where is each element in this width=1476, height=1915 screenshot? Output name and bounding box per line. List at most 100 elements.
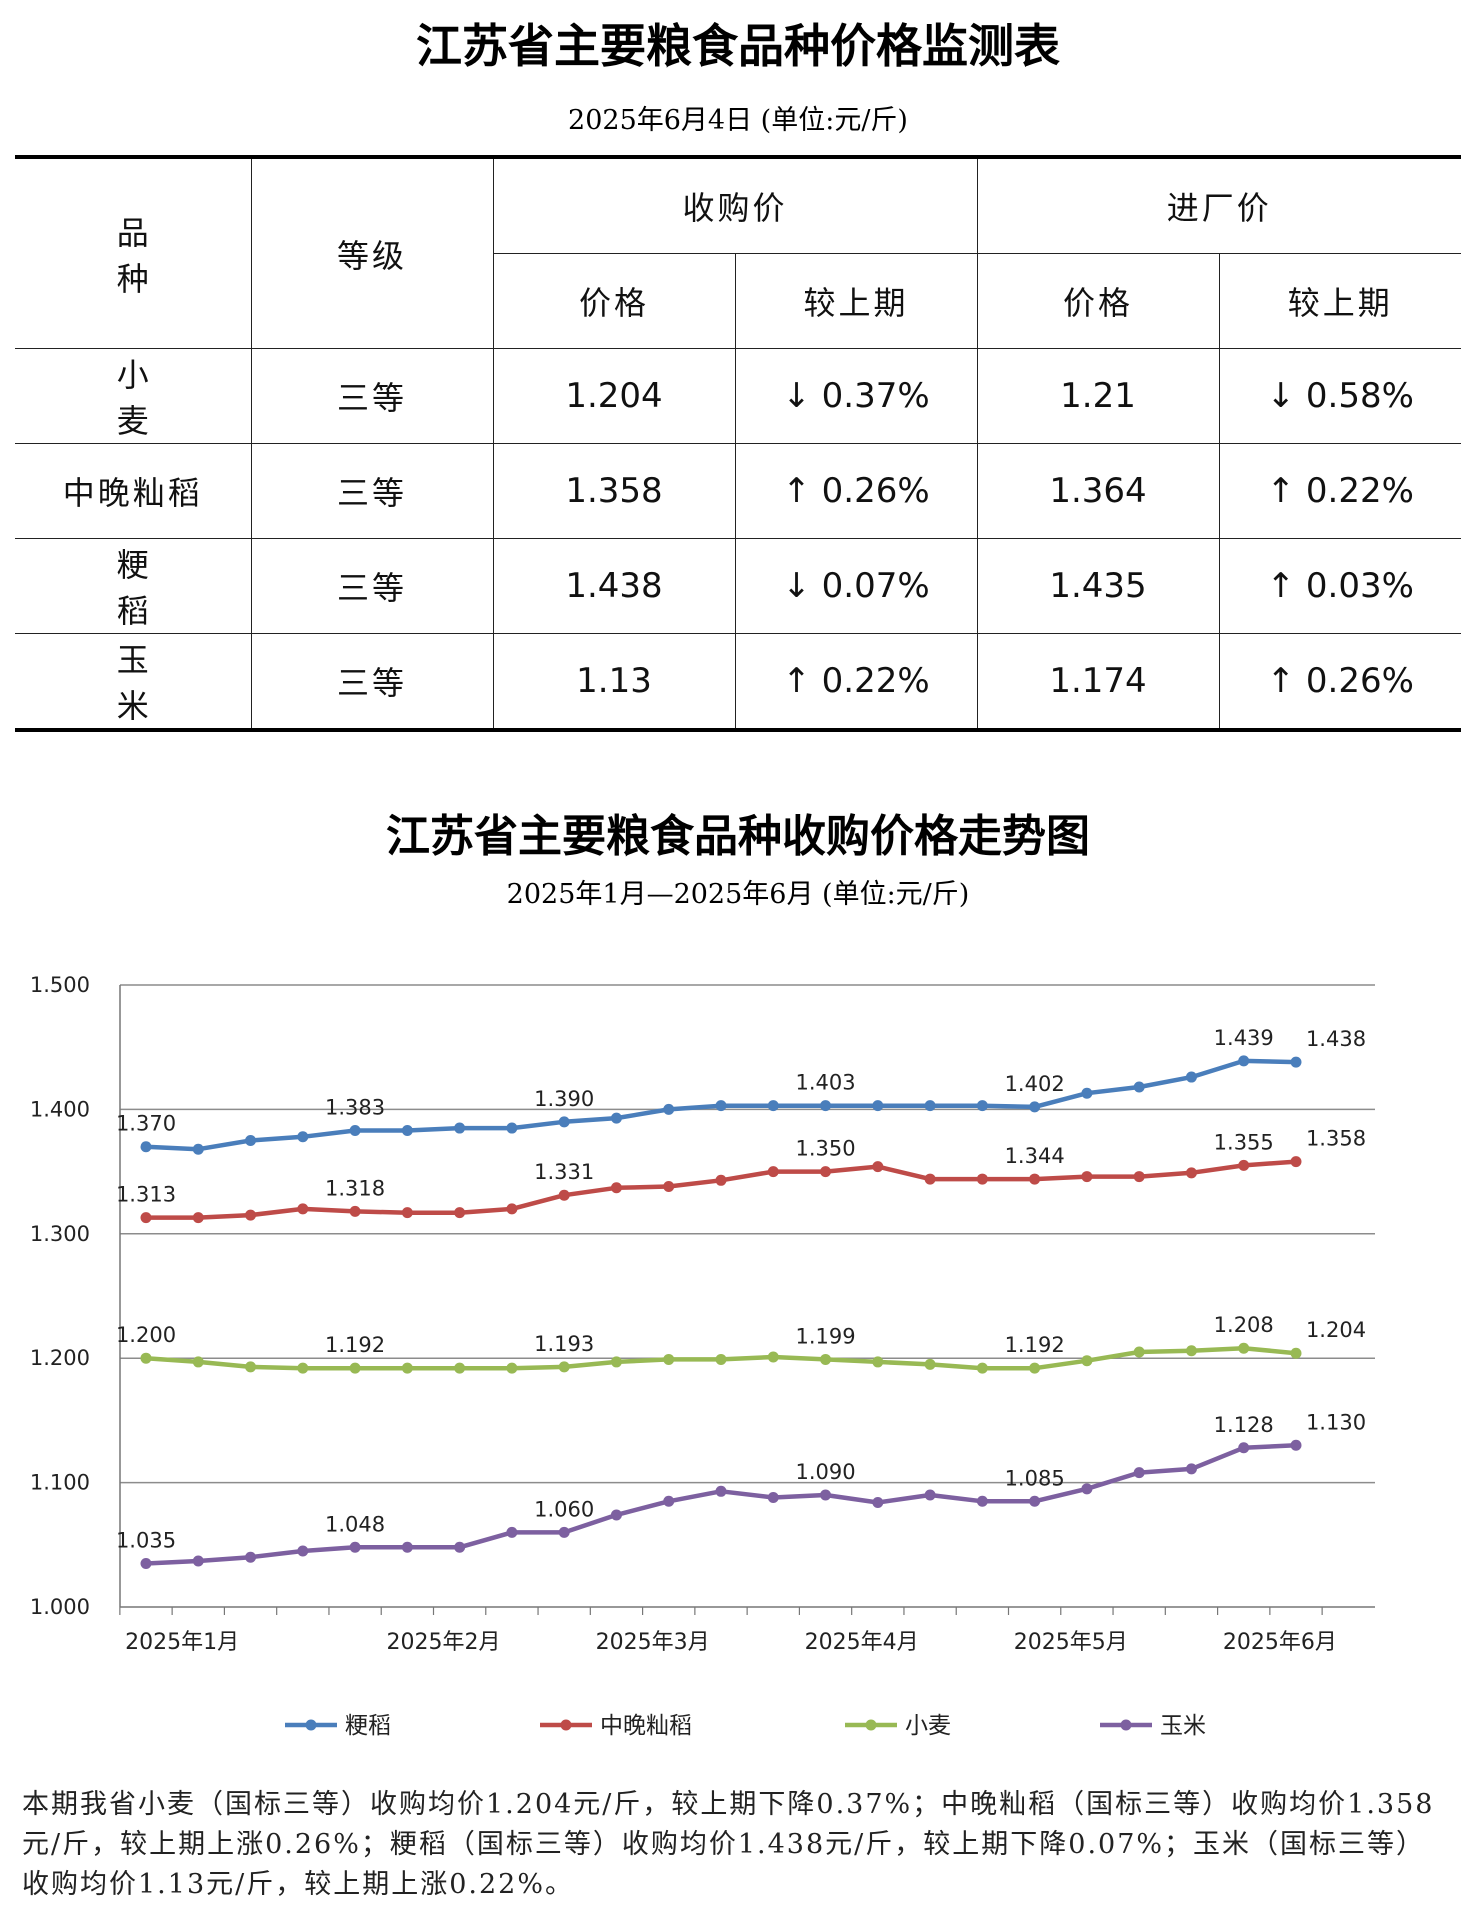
data-point bbox=[401, 1541, 413, 1553]
data-point bbox=[401, 1207, 413, 1219]
data-point bbox=[1290, 1439, 1302, 1451]
legend-label: 粳稻 bbox=[345, 1713, 391, 1739]
y-tick-label: 1.000 bbox=[30, 1595, 90, 1619]
data-point bbox=[1133, 1467, 1145, 1479]
data-point bbox=[610, 1509, 622, 1521]
data-label: 1.439 bbox=[1214, 1026, 1274, 1050]
data-point bbox=[1081, 1355, 1093, 1367]
data-point bbox=[140, 1557, 152, 1569]
purchase-change-cell: ↓ 0.07% bbox=[734, 538, 978, 634]
legend-marker bbox=[305, 1719, 317, 1731]
data-point bbox=[506, 1362, 518, 1374]
data-point bbox=[192, 1555, 204, 1567]
grade-cell: 三等 bbox=[250, 348, 494, 444]
data-point bbox=[820, 1489, 832, 1501]
data-point bbox=[1081, 1483, 1093, 1495]
data-label: 1.090 bbox=[795, 1460, 855, 1484]
y-tick-label: 1.400 bbox=[30, 1097, 90, 1121]
x-tick-label: 2025年5月 bbox=[1014, 1630, 1128, 1655]
data-label: 1.035 bbox=[116, 1528, 176, 1552]
data-point bbox=[715, 1100, 727, 1112]
data-point bbox=[1238, 1342, 1250, 1354]
data-point bbox=[924, 1358, 936, 1370]
data-point bbox=[976, 1495, 988, 1507]
subheader-factory-change: 较上期 bbox=[1218, 253, 1462, 349]
data-point bbox=[976, 1362, 988, 1374]
data-point bbox=[1081, 1087, 1093, 1099]
data-label: 1.331 bbox=[534, 1160, 594, 1184]
legend-label: 玉米 bbox=[1160, 1713, 1206, 1739]
y-tick-label: 1.500 bbox=[30, 973, 90, 997]
data-point bbox=[245, 1209, 257, 1221]
x-tick-label: 2025年2月 bbox=[387, 1630, 501, 1655]
data-point bbox=[715, 1353, 727, 1365]
data-label: 1.344 bbox=[1005, 1144, 1065, 1168]
page-subtitle: 2025年6月4日 (单位:元/斤) bbox=[568, 105, 908, 136]
purchase-change-cell: ↓ 0.37% bbox=[734, 348, 978, 444]
data-point bbox=[663, 1103, 675, 1115]
purchase-price-cell: 1.13 bbox=[492, 633, 736, 732]
data-label: 1.402 bbox=[1005, 1072, 1065, 1096]
x-tick-label: 2025年6月 bbox=[1223, 1630, 1337, 1655]
data-point bbox=[349, 1541, 361, 1553]
data-label: 1.403 bbox=[795, 1071, 855, 1095]
factory-change-cell: ↑ 0.26% bbox=[1218, 633, 1462, 732]
data-point bbox=[349, 1362, 361, 1374]
data-label: 1.192 bbox=[1005, 1333, 1065, 1357]
data-point bbox=[976, 1173, 988, 1185]
data-point bbox=[192, 1143, 204, 1155]
table-row: 小 麦 三等 1.204 ↓ 0.37% 1.21 ↓ 0.58% bbox=[15, 348, 1462, 444]
data-point bbox=[872, 1356, 884, 1368]
data-point bbox=[924, 1100, 936, 1112]
factory-change-cell: ↑ 0.22% bbox=[1218, 443, 1462, 539]
purchase-price-cell: 1.204 bbox=[492, 348, 736, 444]
data-label: 1.130 bbox=[1306, 1410, 1366, 1434]
data-point bbox=[767, 1166, 779, 1178]
factory-change-cell: ↑ 0.03% bbox=[1218, 538, 1462, 634]
purchase-change-cell: ↑ 0.26% bbox=[734, 443, 978, 539]
data-label: 1.438 bbox=[1306, 1027, 1366, 1051]
data-point bbox=[715, 1485, 727, 1497]
variety-cell: 小 麦 bbox=[15, 348, 252, 444]
data-point bbox=[1290, 1347, 1302, 1359]
data-point bbox=[820, 1166, 832, 1178]
factory-change-cell: ↓ 0.58% bbox=[1218, 348, 1462, 444]
grade-cell: 三等 bbox=[250, 443, 494, 539]
data-point bbox=[820, 1100, 832, 1112]
data-label: 1.350 bbox=[795, 1137, 855, 1161]
data-point bbox=[1290, 1056, 1302, 1068]
data-point bbox=[454, 1122, 466, 1134]
header-factory-price: 进厂价 bbox=[976, 155, 1462, 254]
data-label: 1.193 bbox=[534, 1332, 594, 1356]
data-point bbox=[558, 1361, 570, 1373]
data-point bbox=[245, 1551, 257, 1563]
summary-text: 本期我省小麦（国标三等）收购均价1.204元/斤，较上期下降0.37%；中晚籼稻… bbox=[22, 1789, 1435, 1900]
data-point bbox=[140, 1212, 152, 1224]
factory-price-cell: 1.174 bbox=[976, 633, 1220, 732]
data-label: 1.390 bbox=[534, 1087, 594, 1111]
grade-cell: 三等 bbox=[250, 633, 494, 732]
data-point bbox=[297, 1362, 309, 1374]
data-point bbox=[767, 1492, 779, 1504]
legend-marker bbox=[865, 1719, 877, 1731]
data-point bbox=[610, 1112, 622, 1124]
data-point bbox=[1185, 1167, 1197, 1179]
data-point bbox=[245, 1361, 257, 1373]
y-tick-label: 1.300 bbox=[30, 1222, 90, 1246]
series-line bbox=[146, 1159, 1297, 1220]
data-label: 1.313 bbox=[116, 1183, 176, 1207]
y-tick-label: 1.100 bbox=[30, 1471, 90, 1495]
data-point bbox=[663, 1181, 675, 1193]
data-point bbox=[820, 1353, 832, 1365]
data-point bbox=[140, 1352, 152, 1364]
legend-marker bbox=[560, 1719, 572, 1731]
data-point bbox=[1185, 1463, 1197, 1475]
data-point bbox=[454, 1362, 466, 1374]
subheader-purchase-change: 较上期 bbox=[734, 253, 978, 349]
data-label: 1.192 bbox=[325, 1333, 385, 1357]
data-point bbox=[1185, 1071, 1197, 1083]
data-point bbox=[1029, 1495, 1041, 1507]
data-point bbox=[610, 1356, 622, 1368]
table-row: 中晚籼稻 三等 1.358 ↑ 0.26% 1.364 ↑ 0.22% bbox=[15, 443, 1462, 539]
data-label: 1.128 bbox=[1214, 1413, 1274, 1437]
